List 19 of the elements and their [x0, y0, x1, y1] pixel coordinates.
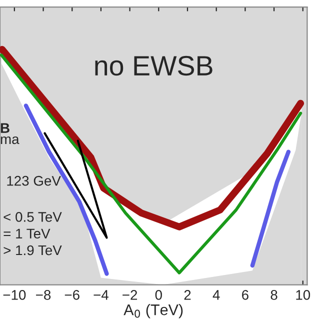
x-tick-label: −4 — [94, 290, 108, 300]
x-tick-label: 6 — [242, 290, 248, 300]
annotation: < 0.5 TeV — [4, 212, 62, 222]
x-tick-label: −6 — [64, 290, 80, 300]
x-tick-label: −2 — [122, 290, 138, 300]
x-tick-label: 8 — [270, 290, 278, 300]
annotation: 123 GeV — [7, 176, 61, 186]
annotation: > 1.9 TeV — [4, 245, 62, 256]
annotation: ma — [0, 136, 20, 144]
x-tick-label: 4 — [212, 290, 220, 300]
annotation: no EWSB — [95, 56, 212, 76]
x-tick-label: 2 — [184, 290, 191, 300]
annotation: = 1 TeV — [4, 228, 50, 239]
x-axis-title: A$_{0}$ (TeV) — [124, 304, 183, 318]
x-tick-label: 10 — [296, 290, 310, 300]
annotation: B — [0, 123, 10, 133]
x-tick-label: −8 — [36, 290, 51, 300]
x-tick-label: 0 — [155, 290, 162, 300]
x-tick-label: −10 — [3, 290, 26, 300]
